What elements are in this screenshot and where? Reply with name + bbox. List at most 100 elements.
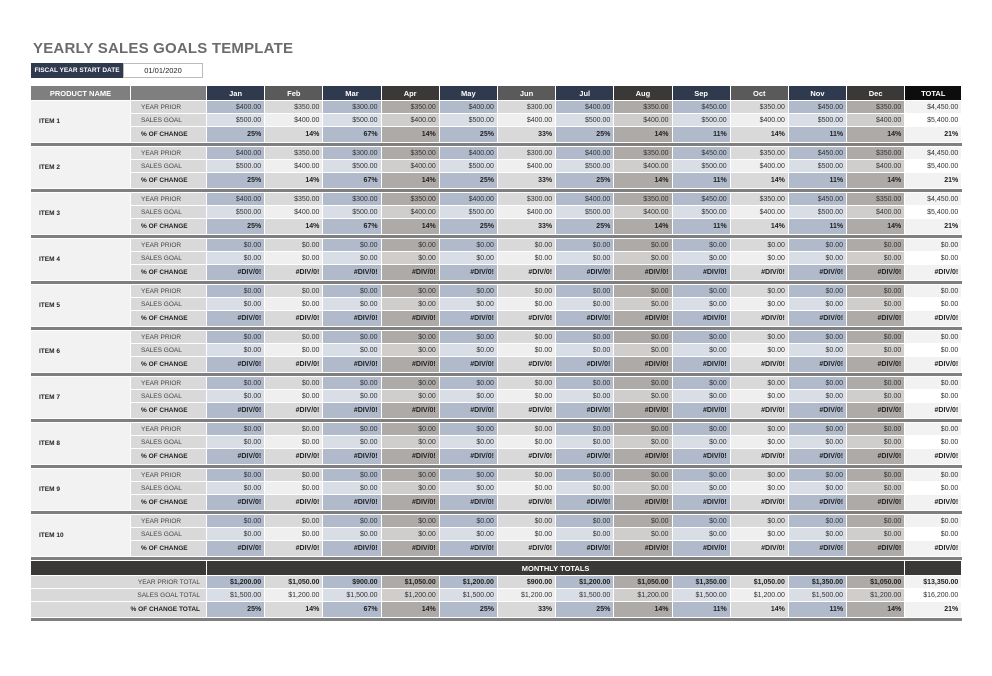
sales-goal-cell[interactable]: $0.00 <box>671 251 731 265</box>
year-prior-cell[interactable]: $0.00 <box>496 376 557 390</box>
year-prior-cell[interactable]: $0.00 <box>787 284 848 298</box>
sales-goal-cell[interactable]: $0.00 <box>846 251 906 265</box>
pct-cell[interactable]: #DIV/0! <box>496 356 557 373</box>
year-prior-cell[interactable]: $0.00 <box>671 330 731 344</box>
pct-cell[interactable]: #DIV/0! <box>613 494 673 511</box>
year-prior-cell[interactable]: $0.00 <box>438 376 498 390</box>
sales-goal-cell[interactable]: $0.00 <box>380 481 440 495</box>
year-prior-cell[interactable]: $0.00 <box>671 284 731 298</box>
pct-total-cell[interactable]: 21% <box>904 172 963 189</box>
sales-goal-cell[interactable]: $400.00 <box>846 205 906 219</box>
sales-goal-cell[interactable]: $400.00 <box>613 159 673 173</box>
sales-goal-cell[interactable]: $500.00 <box>555 159 615 173</box>
sales-goal-cell[interactable]: $0.00 <box>555 527 615 541</box>
sales-goal-total-cell[interactable]: $0.00 <box>904 435 963 449</box>
pct-cell[interactable]: #DIV/0! <box>613 540 673 557</box>
year-prior-cell[interactable]: $0.00 <box>555 330 615 344</box>
pct-cell[interactable]: 14% <box>613 126 673 143</box>
pct-cell[interactable]: #DIV/0! <box>322 356 382 373</box>
year-prior-cell[interactable]: $0.00 <box>555 468 615 482</box>
year-prior-cell[interactable]: $350.00 <box>264 146 324 160</box>
pct-cell[interactable]: #DIV/0! <box>729 356 789 373</box>
pct-cell[interactable]: #DIV/0! <box>380 356 440 373</box>
year-prior-cell[interactable]: $0.00 <box>729 514 789 528</box>
year-prior-cell[interactable]: $0.00 <box>205 238 266 252</box>
sales-goal-cell[interactable]: $0.00 <box>787 297 848 311</box>
sales-goal-cell[interactable]: $400.00 <box>264 113 324 127</box>
sales-goal-total-cell[interactable]: $5,400.00 <box>904 205 963 219</box>
pct-cell[interactable]: #DIV/0! <box>846 264 906 281</box>
year-prior-cell[interactable]: $0.00 <box>322 422 382 436</box>
year-prior-cell[interactable]: $0.00 <box>555 238 615 252</box>
year-prior-cell[interactable]: $0.00 <box>264 330 324 344</box>
pct-cell[interactable]: #DIV/0! <box>205 448 266 465</box>
sales-goal-cell[interactable]: $0.00 <box>729 297 789 311</box>
year-prior-cell[interactable]: $350.00 <box>846 146 906 160</box>
sales-goal-cell[interactable]: $0.00 <box>438 481 498 495</box>
pct-cell[interactable]: 11% <box>671 218 731 235</box>
year-prior-cell[interactable]: $0.00 <box>380 468 440 482</box>
sales-goal-cell[interactable]: $0.00 <box>496 481 557 495</box>
sales-goal-cell[interactable]: $500.00 <box>322 113 382 127</box>
sales-goal-cell[interactable]: $0.00 <box>205 481 266 495</box>
pct-cell[interactable]: #DIV/0! <box>846 310 906 327</box>
sales-goal-cell[interactable]: $0.00 <box>555 297 615 311</box>
year-prior-cell[interactable]: $400.00 <box>205 192 266 206</box>
year-prior-cell[interactable]: $0.00 <box>322 284 382 298</box>
sales-goal-cell[interactable]: $0.00 <box>671 389 731 403</box>
sales-goal-cell[interactable]: $0.00 <box>613 435 673 449</box>
sales-goal-cell[interactable]: $500.00 <box>438 205 498 219</box>
sales-goal-total-cell[interactable]: $0.00 <box>904 251 963 265</box>
year-prior-cell[interactable]: $450.00 <box>787 146 848 160</box>
pct-cell[interactable]: 67% <box>322 126 382 143</box>
sales-goal-cell[interactable]: $0.00 <box>555 435 615 449</box>
year-prior-cell[interactable]: $0.00 <box>438 238 498 252</box>
pct-cell[interactable]: #DIV/0! <box>555 264 615 281</box>
sales-goal-cell[interactable]: $500.00 <box>671 205 731 219</box>
year-prior-cell[interactable]: $0.00 <box>671 238 731 252</box>
year-prior-cell[interactable]: $400.00 <box>438 100 498 114</box>
year-prior-cell[interactable]: $0.00 <box>205 468 266 482</box>
pct-cell[interactable]: #DIV/0! <box>787 310 848 327</box>
year-prior-cell[interactable]: $0.00 <box>496 514 557 528</box>
pct-cell[interactable]: 25% <box>555 126 615 143</box>
sales-goal-cell[interactable]: $0.00 <box>438 251 498 265</box>
pct-cell[interactable]: #DIV/0! <box>496 494 557 511</box>
year-prior-cell[interactable]: $450.00 <box>671 192 731 206</box>
pct-cell[interactable]: 14% <box>846 126 906 143</box>
year-prior-cell[interactable]: $0.00 <box>846 468 906 482</box>
pct-cell[interactable]: 25% <box>555 218 615 235</box>
year-prior-cell[interactable]: $0.00 <box>205 422 266 436</box>
sales-goal-cell[interactable]: $0.00 <box>787 435 848 449</box>
year-prior-cell[interactable]: $0.00 <box>787 468 848 482</box>
pct-cell[interactable]: #DIV/0! <box>322 494 382 511</box>
pct-cell[interactable]: 25% <box>205 126 266 143</box>
sales-goal-cell[interactable]: $0.00 <box>555 389 615 403</box>
year-prior-cell[interactable]: $300.00 <box>322 192 382 206</box>
year-prior-cell[interactable]: $0.00 <box>322 468 382 482</box>
sales-goal-cell[interactable]: $0.00 <box>322 251 382 265</box>
year-prior-total-cell[interactable]: $0.00 <box>904 422 963 436</box>
pct-cell[interactable]: #DIV/0! <box>322 402 382 419</box>
sales-goal-cell[interactable]: $0.00 <box>729 435 789 449</box>
pct-total-cell[interactable]: #DIV/0! <box>904 264 963 281</box>
pct-cell[interactable]: #DIV/0! <box>613 356 673 373</box>
year-prior-cell[interactable]: $400.00 <box>438 192 498 206</box>
year-prior-cell[interactable]: $0.00 <box>438 422 498 436</box>
year-prior-cell[interactable]: $0.00 <box>322 376 382 390</box>
sales-goal-cell[interactable]: $500.00 <box>787 159 848 173</box>
pct-cell[interactable]: 14% <box>380 218 440 235</box>
year-prior-cell[interactable]: $0.00 <box>496 238 557 252</box>
sales-goal-cell[interactable]: $0.00 <box>787 481 848 495</box>
pct-cell[interactable]: 25% <box>555 172 615 189</box>
sales-goal-cell[interactable]: $0.00 <box>613 481 673 495</box>
pct-total-cell[interactable]: #DIV/0! <box>904 310 963 327</box>
pct-cell[interactable]: 14% <box>264 172 324 189</box>
year-prior-cell[interactable]: $0.00 <box>729 238 789 252</box>
pct-total-cell[interactable]: #DIV/0! <box>904 540 963 557</box>
sales-goal-cell[interactable]: $400.00 <box>264 159 324 173</box>
sales-goal-total-cell[interactable]: $5,400.00 <box>904 159 963 173</box>
sales-goal-cell[interactable]: $0.00 <box>380 527 440 541</box>
year-prior-cell[interactable]: $0.00 <box>846 238 906 252</box>
year-prior-cell[interactable]: $0.00 <box>671 514 731 528</box>
